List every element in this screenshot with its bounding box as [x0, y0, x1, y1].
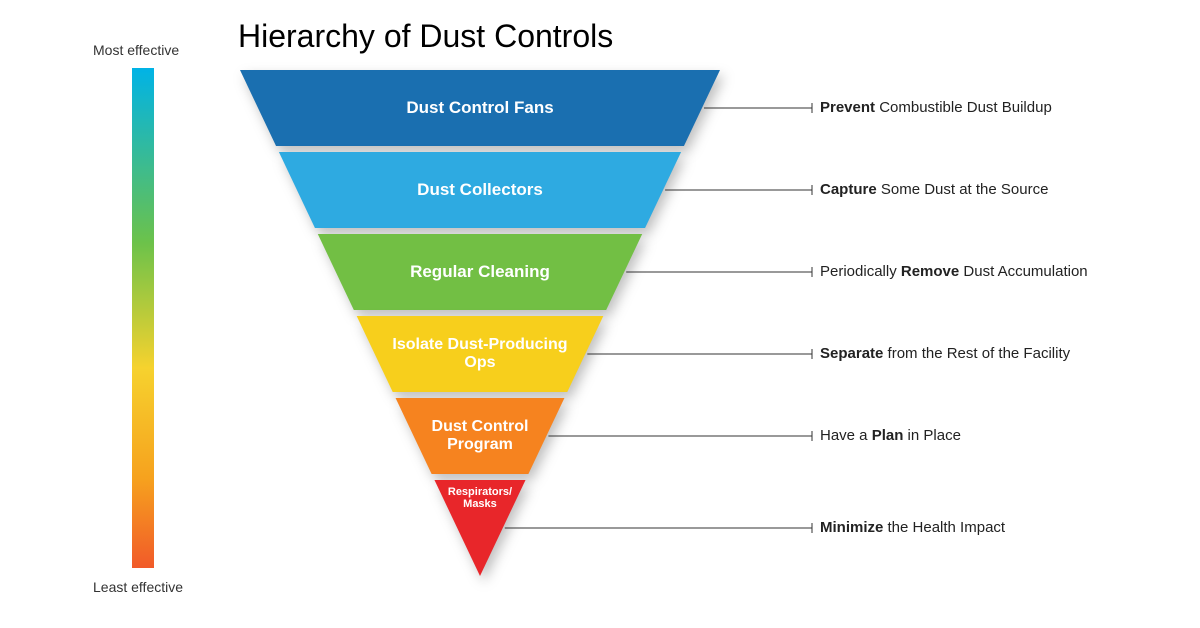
- description-d6: Minimize the Health Impact: [820, 519, 1005, 536]
- description-rest: from the Rest of the Facility: [883, 345, 1070, 362]
- description-d5: Have a Plan in Place: [820, 427, 961, 444]
- funnel-level-l6: [0, 0, 1200, 628]
- description-prefix: Have a: [820, 427, 872, 444]
- description-bold: Capture: [820, 181, 877, 198]
- description-d2: Capture Some Dust at the Source: [820, 181, 1048, 198]
- description-rest: in Place: [903, 427, 961, 444]
- description-bold: Separate: [820, 345, 883, 362]
- description-bold: Plan: [872, 427, 904, 444]
- description-rest: Combustible Dust Buildup: [875, 99, 1052, 116]
- description-d3: Periodically Remove Dust Accumulation: [820, 263, 1088, 280]
- description-bold: Prevent: [820, 99, 875, 116]
- description-d4: Separate from the Rest of the Facility: [820, 345, 1070, 362]
- description-rest: the Health Impact: [883, 519, 1005, 536]
- description-prefix: Periodically: [820, 263, 901, 280]
- description-bold: Minimize: [820, 519, 883, 536]
- description-rest: Some Dust at the Source: [877, 181, 1049, 198]
- description-bold: Remove: [901, 263, 959, 280]
- description-rest: Dust Accumulation: [959, 263, 1087, 280]
- description-d1: Prevent Combustible Dust Buildup: [820, 99, 1052, 116]
